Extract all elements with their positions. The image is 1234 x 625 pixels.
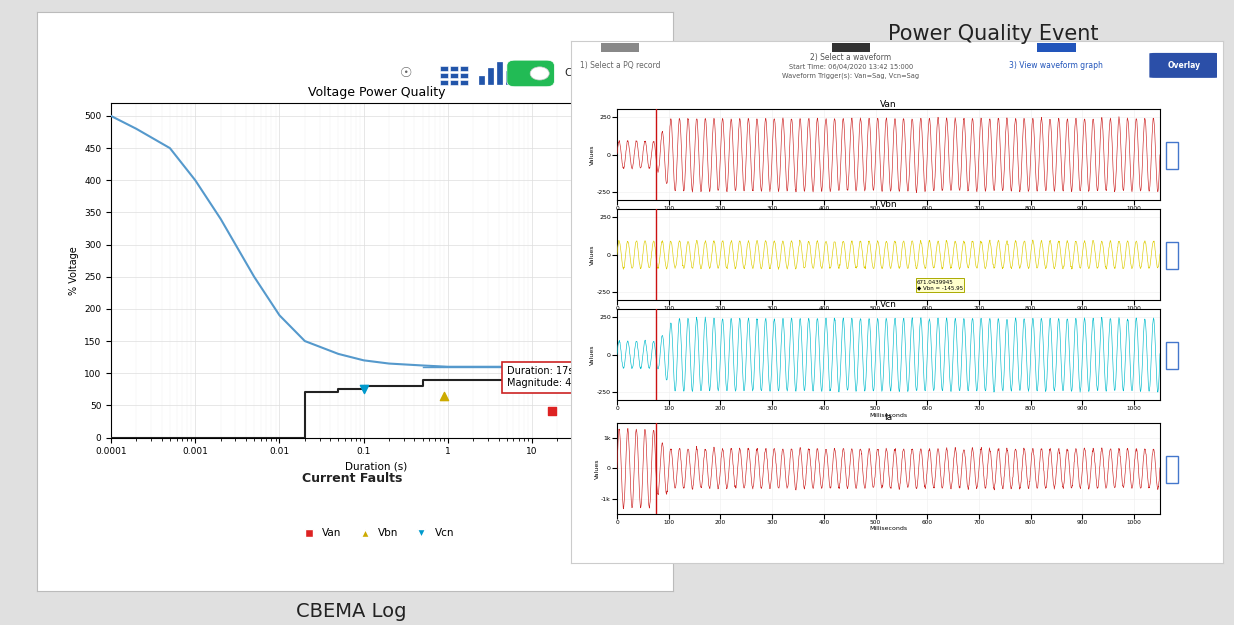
- Bar: [601, 42, 639, 52]
- Legend: Van, Vbn, Vcn: Van, Vbn, Vcn: [294, 524, 459, 542]
- Text: © Electro Industries/GaugeTech 2020: © Electro Industries/GaugeTech 2020: [812, 546, 982, 555]
- Bar: [1166, 456, 1178, 483]
- Title: Van: Van: [880, 99, 897, 109]
- Bar: [506, 71, 512, 85]
- Y-axis label: % Voltage: % Voltage: [69, 246, 79, 294]
- Bar: [450, 66, 458, 71]
- Bar: [1166, 242, 1178, 269]
- X-axis label: Milliseconds: Milliseconds: [870, 312, 907, 318]
- Bar: [450, 72, 458, 78]
- Text: Duration: 17s
Magnitude: 41.15%: Duration: 17s Magnitude: 41.15%: [507, 366, 602, 388]
- Text: 671.0439945
◆ Vbn = -145.95: 671.0439945 ◆ Vbn = -145.95: [917, 279, 963, 291]
- Text: Overlay: Overlay: [1167, 61, 1201, 70]
- Text: CBEMA Log: CBEMA Log: [296, 602, 407, 621]
- Y-axis label: Values: Values: [590, 244, 595, 265]
- FancyBboxPatch shape: [507, 60, 554, 87]
- Bar: [460, 66, 469, 71]
- Y-axis label: Values: Values: [595, 458, 600, 479]
- Title: Vbn: Vbn: [880, 199, 897, 209]
- Bar: [460, 72, 469, 78]
- Text: 1) Select a PQ record: 1) Select a PQ record: [580, 61, 660, 69]
- Text: Current Faults: Current Faults: [301, 472, 402, 484]
- Text: 3) View waveform graph: 3) View waveform graph: [1009, 61, 1103, 69]
- Bar: [441, 72, 448, 78]
- Point: [542, 406, 561, 416]
- Text: © Electro Industries/GaugeTech 2020: © Electro Industries/GaugeTech 2020: [263, 572, 447, 582]
- Title: Voltage Power Quality: Voltage Power Quality: [307, 86, 445, 99]
- X-axis label: Duration (s): Duration (s): [346, 462, 407, 472]
- FancyBboxPatch shape: [1149, 53, 1219, 78]
- Bar: [441, 79, 448, 85]
- Bar: [450, 79, 458, 85]
- X-axis label: Milliseconds: Milliseconds: [870, 412, 907, 418]
- Bar: [1166, 342, 1178, 369]
- Bar: [832, 42, 870, 52]
- Text: Start Time: 06/04/2020 13:42 15:000: Start Time: 06/04/2020 13:42 15:000: [789, 64, 913, 70]
- Bar: [479, 76, 485, 85]
- Text: Power Quality Event: Power Quality Event: [888, 24, 1098, 44]
- Bar: [1166, 142, 1178, 169]
- Y-axis label: Values: Values: [590, 144, 595, 165]
- X-axis label: Milliseconds: Milliseconds: [870, 526, 907, 531]
- Bar: [441, 66, 448, 71]
- Bar: [1037, 42, 1076, 52]
- Point: [434, 391, 454, 401]
- Circle shape: [531, 67, 549, 80]
- Bar: [496, 62, 503, 85]
- Text: ☉: ☉: [400, 66, 412, 81]
- X-axis label: Milliseconds: Milliseconds: [870, 213, 907, 218]
- Point: [354, 384, 374, 394]
- Text: Waveform Trigger(s): Van=Sag, Vcn=Sag: Waveform Trigger(s): Van=Sag, Vcn=Sag: [782, 72, 919, 79]
- Title: Vcn: Vcn: [880, 299, 897, 309]
- Title: Ia: Ia: [885, 413, 892, 422]
- Y-axis label: Values: Values: [590, 344, 595, 365]
- Bar: [487, 68, 495, 85]
- Bar: [460, 79, 469, 85]
- Text: CBEMA: CBEMA: [565, 68, 601, 78]
- Text: 2) Select a waveform: 2) Select a waveform: [811, 53, 891, 62]
